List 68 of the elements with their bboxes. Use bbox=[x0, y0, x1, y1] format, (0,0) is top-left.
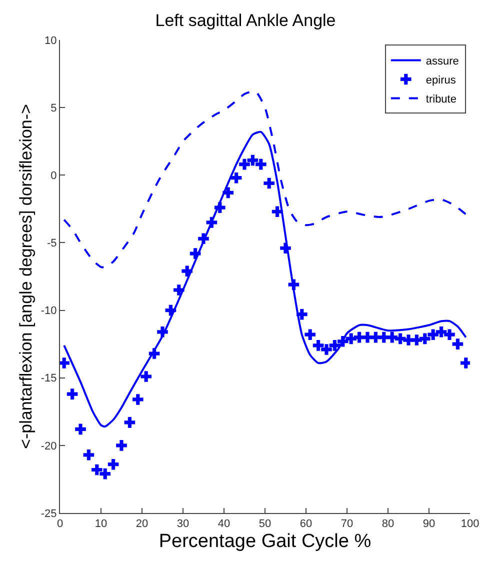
point bbox=[304, 329, 316, 340]
point bbox=[132, 394, 144, 405]
point bbox=[346, 333, 356, 344]
y-tick-label: 0 bbox=[50, 170, 57, 182]
point bbox=[75, 424, 86, 435]
point bbox=[206, 217, 218, 228]
chart-title: Left sagittal Ankle Angle bbox=[155, 11, 336, 30]
x-tick-label: 50 bbox=[258, 518, 272, 530]
x-tick-label: 10 bbox=[94, 518, 108, 530]
point bbox=[83, 449, 94, 460]
point bbox=[247, 154, 258, 166]
point bbox=[182, 266, 192, 276]
x-tick-label: 90 bbox=[422, 518, 436, 530]
point bbox=[428, 329, 438, 340]
y-tick-label: 10 bbox=[44, 34, 57, 47]
point bbox=[312, 340, 324, 351]
point bbox=[460, 358, 470, 368]
x-tick-label: 70 bbox=[340, 518, 354, 530]
y-axis-title: <-plantarflexion [angle degrees] dorsiflexion-> bbox=[16, 104, 36, 449]
point bbox=[264, 178, 274, 189]
point bbox=[280, 242, 291, 254]
point bbox=[256, 158, 266, 170]
point bbox=[190, 248, 201, 259]
legend-label: epirus bbox=[426, 74, 456, 87]
x-tick-label: 100 bbox=[460, 518, 480, 530]
point bbox=[288, 279, 300, 290]
x-tick-label: 80 bbox=[382, 518, 394, 530]
point bbox=[116, 440, 127, 451]
point bbox=[124, 417, 136, 428]
point bbox=[222, 187, 234, 198]
x-axis-title: Percentage Gait Cycle % bbox=[158, 531, 372, 552]
point bbox=[329, 340, 340, 351]
point bbox=[239, 158, 250, 170]
point bbox=[165, 304, 176, 316]
y-tick-label: 5 bbox=[50, 102, 57, 114]
point bbox=[296, 308, 308, 320]
legend-label: assure bbox=[426, 56, 459, 68]
point bbox=[92, 464, 102, 476]
point bbox=[420, 333, 430, 344]
point bbox=[214, 202, 226, 213]
legend-label: tribute bbox=[426, 94, 456, 106]
x-tick-label: 20 bbox=[136, 518, 148, 530]
y-tick-label: -20 bbox=[40, 440, 57, 452]
point bbox=[198, 233, 209, 244]
point bbox=[411, 334, 422, 346]
point bbox=[386, 332, 398, 343]
point bbox=[60, 358, 70, 368]
point bbox=[174, 284, 184, 296]
x-tick-label: 30 bbox=[176, 518, 190, 530]
point bbox=[444, 329, 455, 340]
x-tick-label: 40 bbox=[218, 518, 230, 530]
point bbox=[140, 371, 152, 382]
point bbox=[157, 326, 168, 338]
y-tick-label: -5 bbox=[47, 238, 57, 250]
point bbox=[452, 338, 464, 350]
point bbox=[436, 326, 447, 338]
point bbox=[321, 344, 332, 355]
y-tick-label: -15 bbox=[40, 372, 57, 385]
point bbox=[338, 336, 348, 347]
point bbox=[230, 172, 242, 184]
x-tick-label: 60 bbox=[300, 518, 312, 530]
point bbox=[66, 388, 78, 400]
point bbox=[148, 348, 160, 359]
point bbox=[108, 458, 119, 470]
point bbox=[272, 206, 283, 218]
y-tick-label: -10 bbox=[40, 305, 57, 318]
y-tick-label: -25 bbox=[40, 508, 57, 520]
point bbox=[100, 468, 110, 480]
